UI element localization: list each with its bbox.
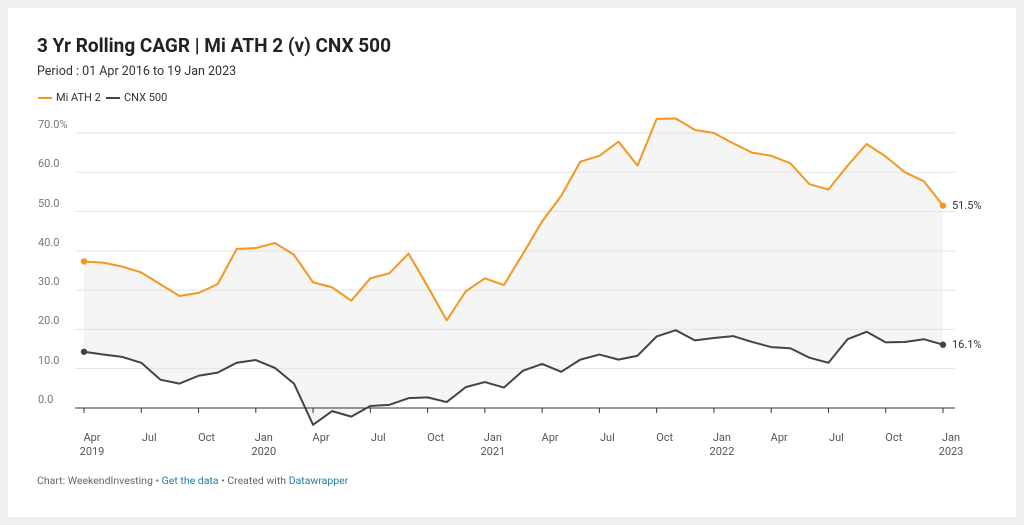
data-link[interactable]: Get the data	[161, 474, 219, 487]
legend-label: CNX 500	[124, 91, 168, 104]
end-label: 16.1%	[952, 337, 982, 351]
y-tick-label: 60.0	[38, 157, 60, 171]
x-tick-label: Apr	[312, 431, 330, 444]
y-tick-label: 50.0	[38, 196, 60, 210]
end-dot	[939, 341, 947, 348]
y-tick-label: 20.0	[38, 314, 60, 328]
x-tick-label: Jan 2020	[251, 431, 277, 458]
footer: Chart: WeekendInvesting • Get the data •…	[37, 474, 348, 487]
end-label: 51.5%	[952, 198, 982, 212]
x-tick-label: Jan 2021	[480, 431, 506, 458]
series-line	[83, 117, 944, 322]
y-tick-label: 40.0	[38, 235, 60, 249]
y-tick-label: 10.0	[38, 353, 60, 367]
x-tick-label: Apr 2019	[79, 431, 105, 458]
x-tick-label: Jan 2023	[938, 431, 964, 458]
series-line	[83, 329, 944, 426]
x-tick-label: Apr	[541, 431, 559, 444]
y-tick-label: 0.0	[38, 392, 54, 406]
card: 3 Yr Rolling CAGR | Mi ATH 2 (v) CNX 500…	[8, 8, 1016, 517]
end-dot	[939, 202, 947, 209]
x-tick-label: Jul	[599, 431, 615, 444]
x-tick-label: Jul	[370, 431, 386, 444]
x-tick-label: Oct	[427, 431, 445, 444]
y-tick-label: 70.0%	[38, 118, 68, 131]
chart-title: 3 Yr Rolling CAGR | Mi ATH 2 (v) CNX 500	[37, 34, 391, 57]
x-tick-label: Oct	[885, 431, 903, 444]
end-dot	[80, 348, 88, 355]
footer-source: Chart: WeekendInvesting •	[37, 474, 162, 487]
legend-label: Mi ATH 2	[56, 91, 101, 104]
x-tick-label: Oct	[656, 431, 674, 444]
y-tick-label: 30.0	[38, 275, 60, 289]
x-tick-label: Oct	[198, 431, 215, 444]
x-tick-label: Apr	[770, 431, 788, 444]
range-fill	[84, 118, 943, 425]
x-tick-label: Jan 2022	[709, 431, 735, 458]
x-tick-label: Jul	[829, 431, 844, 444]
datawrapper-link[interactable]: Datawrapper	[288, 474, 349, 487]
chart-subtitle: Period : 01 Apr 2016 to 19 Jan 2023	[37, 64, 237, 79]
end-dot	[80, 258, 88, 265]
x-tick-label: Jul	[141, 431, 157, 444]
footer-text: • Created with	[218, 474, 289, 487]
